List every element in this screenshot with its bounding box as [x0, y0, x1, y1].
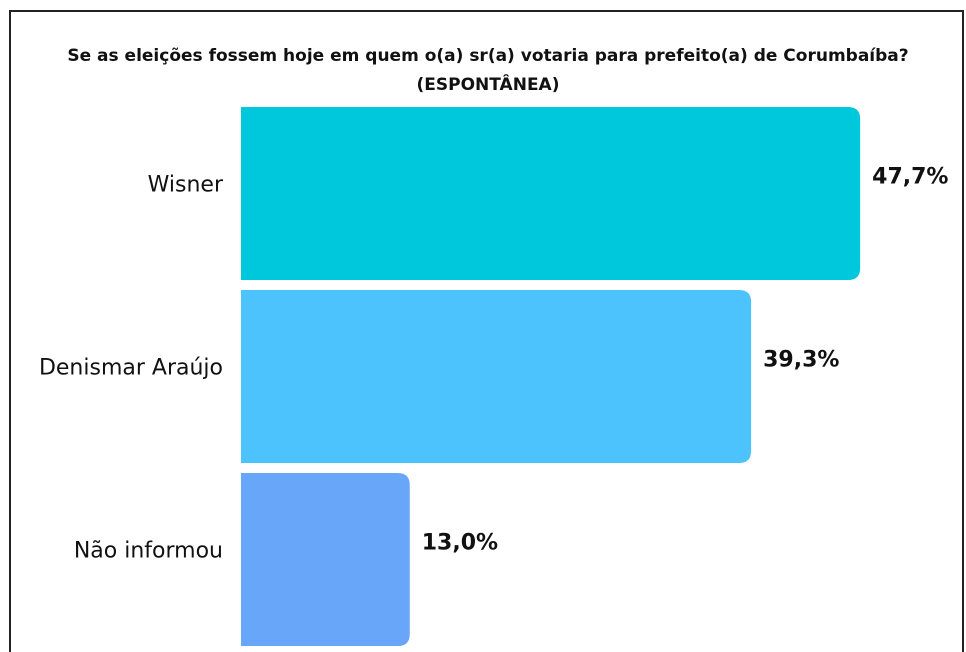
value-label: 47,7% [872, 165, 948, 190]
bar [241, 107, 861, 280]
bar [241, 473, 410, 646]
value-label: 39,3% [763, 348, 839, 373]
bar [241, 290, 752, 463]
frame [9, 10, 964, 652]
chart-title: Se as eleições fossem hoje em quem o(a) … [67, 46, 908, 66]
value-label: 13,0% [422, 531, 498, 556]
category-label: Wisner [148, 173, 224, 198]
category-label: Não informou [74, 539, 223, 564]
chart-subtitle: (ESPONTÂNEA) [417, 73, 560, 95]
category-label: Denismar Araújo [39, 356, 223, 381]
